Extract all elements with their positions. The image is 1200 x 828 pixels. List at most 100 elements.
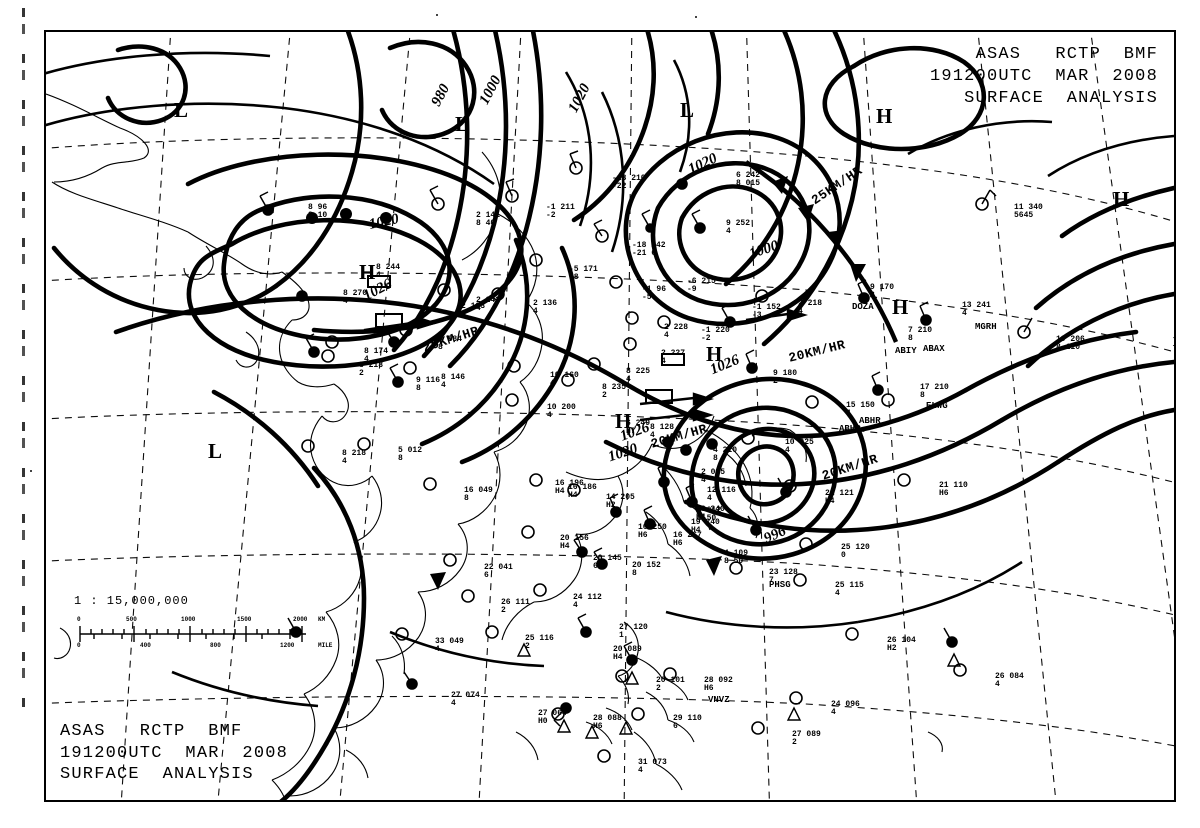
station-plot: 17 210 8 bbox=[920, 383, 949, 401]
station-plot: -6 215 -9 bbox=[687, 277, 716, 295]
station-plot: 11 340 5645 bbox=[1014, 203, 1043, 221]
pressure-center-h: H bbox=[1113, 187, 1130, 211]
scale-ticks bbox=[79, 626, 306, 642]
header-line-3: SURFACE ANALYSIS bbox=[964, 88, 1158, 108]
scale-km-tick-0: 0 bbox=[77, 616, 81, 623]
scale-km-tick-3: 1500 bbox=[237, 616, 252, 623]
fax-artifact-strip bbox=[22, 8, 25, 708]
station-plot: 8 96 8 10 bbox=[308, 203, 328, 221]
station-plot: 4 109 8 50 bbox=[724, 549, 749, 567]
station-id-abhr: ABHR bbox=[859, 416, 881, 426]
station-plot: 20 101 2 bbox=[656, 676, 685, 694]
station-plot: 2 136 4 bbox=[533, 299, 558, 317]
scale-km-unit: KM bbox=[318, 616, 326, 623]
station-plot: 2 227 4 bbox=[661, 349, 686, 367]
station-plot: 20 152 8 bbox=[632, 561, 661, 579]
station-plot: 19 206 8 110 bbox=[1056, 335, 1085, 353]
motion-arrows bbox=[363, 308, 809, 422]
pressure-center-l: L bbox=[680, 98, 695, 122]
station-id-doza: DOZA bbox=[852, 302, 874, 312]
scale-km-tick-4: 2000 bbox=[293, 616, 308, 623]
fax-speckle bbox=[695, 16, 697, 18]
header-line-2: 191200UTC MAR 2008 bbox=[929, 66, 1158, 86]
station-plot: -5 171 -8 bbox=[569, 265, 598, 283]
station-plot: -1 211 -2 bbox=[546, 203, 575, 221]
station-plot: 27 064 H0 bbox=[538, 709, 567, 727]
station-plot: 8 244 4 bbox=[376, 263, 401, 281]
station-plot: 25 120 0 bbox=[841, 543, 870, 561]
pressure-center-h: H bbox=[876, 104, 893, 128]
station-id-abax: ABAX bbox=[923, 344, 945, 354]
station-plot: 8 235 2 bbox=[602, 383, 627, 401]
scale-km-tick-1: 500 bbox=[126, 616, 137, 623]
header-title-block: ASAS RCTP BMF 191200UTC MAR 2008 SURFACE… bbox=[930, 44, 1158, 109]
station-plot: 20 145 6 bbox=[593, 554, 622, 572]
fax-speckle bbox=[436, 14, 438, 16]
station-plot: 10 200 4 bbox=[547, 403, 576, 421]
header-line-1: ASAS RCTP BMF bbox=[975, 45, 1158, 64]
warm-front-symbols bbox=[306, 208, 392, 224]
station-plot: 8 270 4 bbox=[343, 289, 368, 307]
map-canvas: ASAS RCTP BMF 191200UTC MAR 2008 SURFACE… bbox=[46, 32, 1174, 800]
station-id-elwg: ELWG bbox=[926, 401, 948, 411]
station-plot: 7 210 8 bbox=[908, 326, 933, 344]
scale-mile-tick-3: 1200 bbox=[280, 642, 295, 649]
scale-ratio: 1 : 15,000,000 bbox=[74, 594, 189, 608]
station-plot: 26 084 4 bbox=[995, 672, 1024, 690]
station-plot: -18 210 -22 bbox=[612, 174, 646, 192]
station-id-abiy: ABIY bbox=[895, 346, 917, 356]
station-plot: 24 096 4 bbox=[831, 700, 860, 718]
station-plot: -1 96 -5 bbox=[642, 285, 667, 303]
station-plot: 8 128 4 bbox=[650, 423, 675, 441]
station-plot: 21 110 H6 bbox=[939, 481, 968, 499]
station-plot: 27 120 1 bbox=[619, 623, 648, 641]
station-plot: 23 128 7 bbox=[769, 568, 798, 586]
footer-title-block: ASAS RCTP BMF 191200UTC MAR 2008 SURFACE… bbox=[60, 721, 288, 786]
station-plot: 2 141 8 40 bbox=[476, 211, 501, 229]
station-plot: 16 049 8 bbox=[464, 486, 493, 504]
station-plot: 26 104 H2 bbox=[887, 636, 916, 654]
station-plot: 28 088 H6 bbox=[593, 714, 622, 732]
station-plot: 20 089 H4 bbox=[613, 645, 642, 663]
station-plot: 9 084 8 bbox=[438, 335, 463, 353]
station-plot: 12 116 4 bbox=[707, 486, 736, 504]
station-id-phsg: PHSG bbox=[769, 580, 791, 590]
station-plot: 8 218 2 bbox=[359, 361, 384, 379]
station-plot: 25 116 2 bbox=[525, 634, 554, 652]
station-plot: 19 240 H4 bbox=[691, 518, 720, 536]
station-plot: 16 250 H6 bbox=[638, 523, 667, 541]
station-plot: 5 012 8 bbox=[398, 446, 423, 464]
station-plot: 4 210 8 bbox=[713, 446, 738, 464]
station-plot: 27 089 2 bbox=[792, 730, 821, 748]
station-plot: 16 267 H6 bbox=[673, 531, 702, 549]
scale-km-tick-2: 1000 bbox=[181, 616, 196, 623]
station-plot: 8 146 4 bbox=[441, 373, 466, 391]
station-plot: 27 074 4 bbox=[451, 691, 480, 709]
station-plot: 15 150 4 bbox=[846, 401, 875, 419]
station-plot: 25 115 4 bbox=[835, 581, 864, 599]
pressure-center-h: H bbox=[359, 260, 376, 284]
station-plot: 16 186 H4 bbox=[568, 483, 597, 501]
map-frame: ASAS RCTP BMF 191200UTC MAR 2008 SURFACE… bbox=[44, 30, 1176, 802]
station-plot: 21 121 H4 bbox=[825, 489, 854, 507]
station-plot: 9 116 8 bbox=[416, 376, 441, 394]
footer-line-2: 191200UTC MAR 2008 bbox=[60, 743, 289, 763]
station-plot: 8 012 8 50 bbox=[697, 506, 722, 524]
station-plot: 28 092 H6 bbox=[704, 676, 733, 694]
scale-mile-tick-0: 0 bbox=[77, 642, 81, 649]
pressure-center-l: L bbox=[208, 439, 223, 463]
station-symbols bbox=[259, 150, 1033, 763]
station-plot: 13 241 4 bbox=[962, 301, 991, 319]
map-vector-layer bbox=[46, 32, 1174, 800]
station-id-abhr: ABHR bbox=[839, 424, 861, 434]
scale-graphic: 0 500 1000 1500 2000 KM 0 400 800 1200 M… bbox=[74, 616, 344, 652]
station-plot: 29 110 6 bbox=[673, 714, 702, 732]
station-plot: -1 220 -2 bbox=[701, 326, 730, 344]
station-plot: 9 170 8 bbox=[870, 283, 895, 301]
station-plot: 8 218 4 bbox=[342, 449, 367, 467]
station-plot: 33 049 4 bbox=[435, 637, 464, 655]
station-plot: 24 112 4 bbox=[573, 593, 602, 611]
station-plot: 18 240 H4 bbox=[696, 505, 725, 523]
station-id-mgrh: MGRH bbox=[975, 322, 997, 332]
station-plot: 31 073 4 bbox=[638, 758, 667, 776]
